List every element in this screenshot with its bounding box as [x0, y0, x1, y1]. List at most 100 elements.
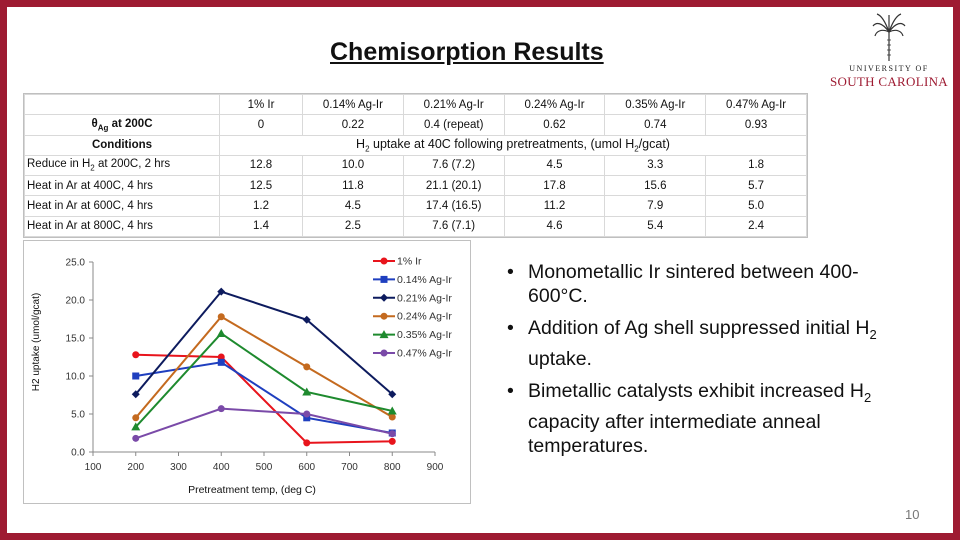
legend-marker: [380, 257, 388, 265]
table-cell: Heat in Ar at 400C, 4 hrs: [24, 175, 220, 197]
table-cell: 1.2: [219, 195, 303, 217]
x-tick-label: 400: [213, 462, 230, 473]
data-point: [217, 358, 225, 366]
bullet-item: • Bimetallic catalysts exhibit increased …: [507, 379, 917, 458]
data-point: [217, 313, 225, 321]
table-row: Heat in Ar at 400C, 4 hrs 12.5 11.8 21.1…: [24, 175, 807, 197]
legend-label: 0.24% Ag-Ir: [397, 311, 452, 323]
page-number: 10: [905, 507, 920, 522]
table-cell: 4.5: [503, 154, 606, 177]
x-tick-label: 100: [85, 462, 102, 473]
legend-label: 0.35% Ag-Ir: [397, 329, 452, 341]
x-tick-label: 600: [298, 462, 315, 473]
table-cell: 12.5: [219, 175, 303, 197]
table-cell: 7.6 (7.2): [402, 154, 505, 177]
table-cell: θAg at 200C: [24, 114, 220, 136]
legend-label: 0.14% Ag-Ir: [397, 274, 452, 286]
table-cell: 0.4 (repeat): [402, 114, 505, 136]
y-tick-label: 5.0: [71, 410, 85, 421]
table-header-cell: 0.35% Ag-Ir: [604, 93, 707, 116]
table-cell: 2.4: [705, 215, 807, 238]
data-point: [132, 351, 140, 359]
table-cell: Heat in Ar at 800C, 4 hrs: [24, 215, 220, 238]
bullet-dot-icon: •: [507, 317, 514, 339]
table-cell: 12.8: [219, 154, 303, 177]
table-cell: 0.22: [302, 114, 404, 136]
series-line: [134, 315, 393, 419]
data-point: [388, 430, 396, 438]
bullet-item: • Addition of Ag shell suppressed initial…: [507, 316, 917, 371]
y-axis-label: H2 uptake (umol/gcat): [31, 293, 42, 391]
table-row: Reduce in H2 at 200C, 2 hrs 12.8 10.0 7.…: [24, 154, 807, 177]
bullet-dot-icon: •: [507, 379, 514, 402]
table-cell: 2.5: [302, 215, 404, 238]
y-tick-label: 25.0: [66, 258, 86, 269]
legend-marker: [380, 293, 388, 302]
palmetto-tree-icon: [872, 13, 906, 61]
data-point: [131, 422, 141, 431]
table-cell: Reduce in H2 at 200C, 2 hrs: [24, 154, 220, 177]
legend-label: 1% Ir: [397, 256, 422, 268]
table-row: Heat in Ar at 800C, 4 hrs 1.4 2.5 7.6 (7…: [24, 215, 807, 238]
data-point: [216, 328, 226, 337]
chart-svg: 0.0 5.0 10.0 15.0 20.0 25.0 100 200 300 400 500 600…: [31, 256, 452, 497]
table-header-cell: 1% Ir: [219, 93, 303, 116]
data-point: [217, 405, 225, 413]
y-tick-label: 15.0: [66, 334, 86, 345]
uptake-header: H2 uptake at 40C following pretreatments…: [219, 134, 807, 156]
data-point: [387, 406, 397, 415]
bullet-dot-icon: •: [507, 261, 514, 283]
data-point: [132, 372, 140, 380]
table-cell: 3.3: [604, 154, 707, 177]
table-header-cell: 0.21% Ag-Ir: [402, 93, 505, 116]
legend-marker: [380, 275, 388, 283]
logo-university-of: UNIVERSITY OF: [849, 64, 929, 73]
table-cell: 7.9: [604, 195, 707, 217]
data-point: [303, 363, 311, 371]
table-cell: 11.8: [302, 175, 404, 197]
series-line: [135, 332, 393, 428]
data-point: [303, 410, 311, 418]
series-line: [135, 353, 393, 444]
bullet-list: • Monometallic Ir sintered between 400-60…: [507, 260, 917, 466]
data-point: [217, 353, 225, 361]
series-line: [135, 361, 393, 434]
bullet-text: Addition of Ag shell suppressed initial …: [528, 317, 877, 370]
y-tick-label: 20.0: [66, 296, 86, 307]
table-cell: 5.4: [604, 215, 707, 238]
data-point: [303, 439, 311, 447]
table-cell: 5.0: [705, 195, 807, 217]
table-theta-row: θAg at 200C 0 0.22 0.4 (repeat) 0.62 0.7…: [24, 114, 807, 136]
table-cell: 4.5: [302, 195, 404, 217]
data-point: [131, 390, 140, 399]
series-line: [134, 290, 393, 395]
logo-south-carolina: SOUTH CAROLINA: [830, 74, 948, 89]
x-tick-label: 700: [341, 462, 358, 473]
data-point: [388, 413, 396, 421]
data-point: [303, 414, 311, 422]
y-tick-label: 10.0: [66, 372, 86, 383]
table-cell: 11.2: [503, 195, 606, 217]
table-cell: Heat in Ar at 600C, 4 hrs: [24, 195, 220, 217]
uptake-chart: 0.0 5.0 10.0 15.0 20.0 25.0 100 200 300 400 500 600…: [23, 240, 471, 504]
data-point: [132, 414, 140, 422]
table-header-row: 1% Ir 0.14% Ag-Ir 0.21% Ag-Ir 0.24% Ag-I…: [24, 93, 807, 116]
university-logo: UNIVERSITY OF SOUTH CAROLINA: [828, 12, 950, 89]
table-cell: 0.93: [705, 114, 807, 136]
data-point: [132, 434, 140, 442]
x-tick-label: 300: [170, 462, 187, 473]
data-point: [388, 390, 397, 399]
legend-marker: [379, 330, 389, 339]
series-line: [135, 407, 393, 440]
table-row: Heat in Ar at 600C, 4 hrs 1.2 4.5 17.4 (…: [24, 195, 807, 217]
table-cell: 0.74: [604, 114, 707, 136]
table-cell: 21.1 (20.1): [402, 175, 505, 197]
table-cell: 7.6 (7.1): [402, 215, 505, 238]
table-header-cell: 0.47% Ag-Ir: [705, 93, 807, 116]
table-cell: 0.62: [503, 114, 606, 136]
table-cell: 5.7: [705, 175, 807, 197]
x-tick-label: 800: [384, 462, 401, 473]
legend-label: 0.21% Ag-Ir: [397, 292, 452, 304]
x-tick-label: 500: [256, 462, 273, 473]
table-header-cell: 0.24% Ag-Ir: [503, 93, 606, 116]
